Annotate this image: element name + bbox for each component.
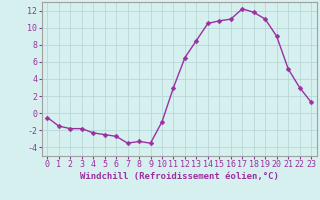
X-axis label: Windchill (Refroidissement éolien,°C): Windchill (Refroidissement éolien,°C): [80, 172, 279, 181]
